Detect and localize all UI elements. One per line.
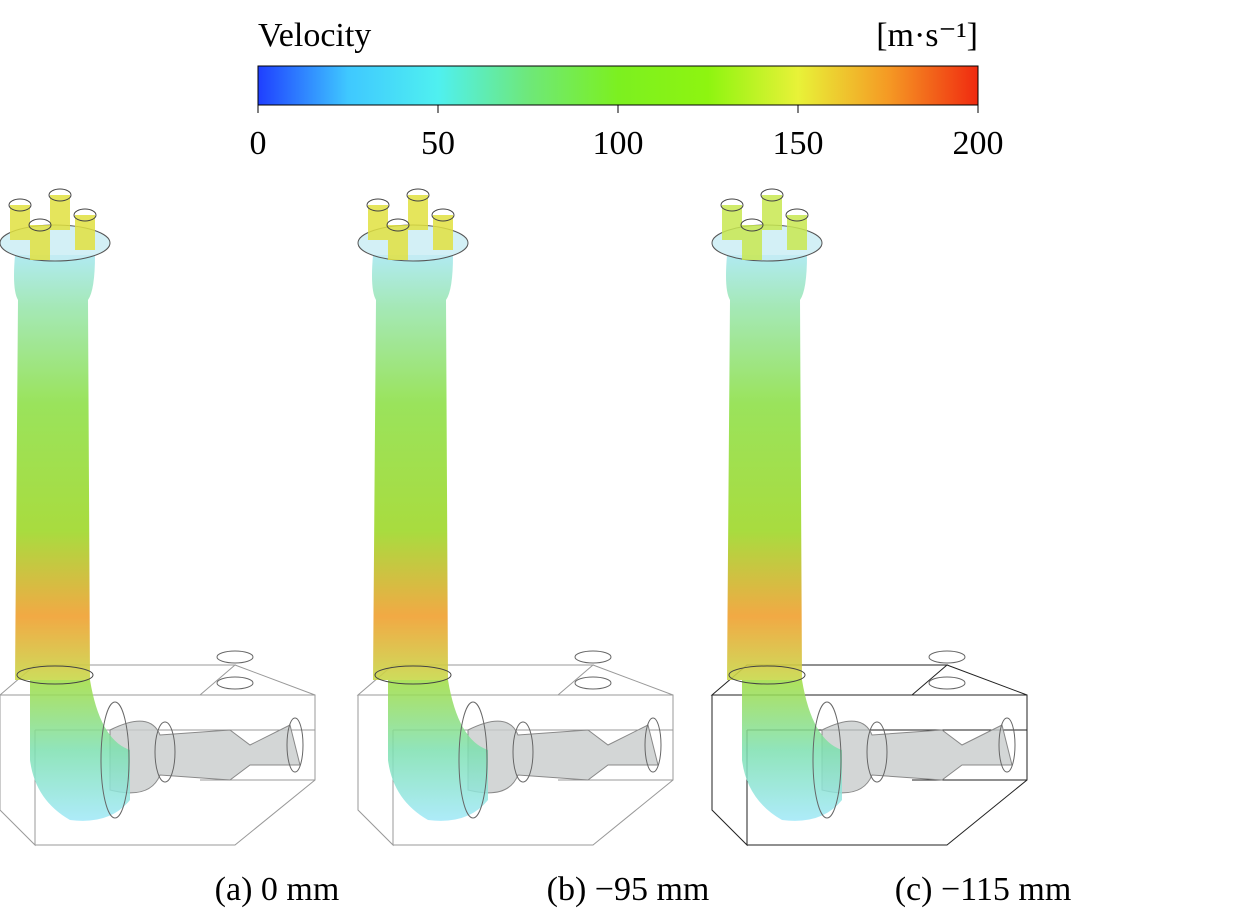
inlet-rim	[740, 218, 764, 232]
inlet-pipe	[787, 215, 807, 250]
inlet-rim	[48, 188, 72, 202]
nozzle	[821, 720, 1013, 794]
inlet-pipe	[722, 205, 742, 240]
inlet-rim	[720, 198, 744, 212]
colorbar	[257, 65, 979, 106]
inlet-pipe	[742, 225, 762, 260]
bend-outlet	[812, 701, 842, 819]
port	[216, 676, 254, 690]
inlet-rim	[386, 218, 410, 232]
column	[372, 255, 453, 680]
inlet-pipe	[388, 225, 408, 260]
inlet-pipe	[10, 205, 30, 240]
inlet-rim	[28, 218, 52, 232]
bend-outlet	[458, 701, 488, 819]
tick-label: 200	[953, 125, 1004, 162]
inlet-rim	[406, 188, 430, 202]
nozzle-end	[644, 717, 662, 773]
inlet-rim	[73, 208, 97, 222]
inlet-pipe	[50, 195, 70, 230]
column	[14, 255, 95, 680]
nozzle-end	[286, 717, 304, 773]
column	[726, 255, 807, 680]
inlet-pipe	[762, 195, 782, 230]
colorbar-title: Velocity	[258, 17, 371, 54]
column-ring	[728, 665, 806, 685]
panel-caption: (c) −115 mm	[895, 871, 1072, 908]
port	[216, 650, 254, 664]
panel	[356, 188, 674, 847]
bend-outlet	[100, 701, 130, 819]
inlet-rim	[760, 188, 784, 202]
port	[928, 650, 966, 664]
tick-label: 50	[421, 125, 455, 162]
nozzle-ring	[866, 721, 888, 783]
nozzle-end	[998, 717, 1016, 773]
port	[574, 676, 612, 690]
column-ring	[374, 665, 452, 685]
panel	[0, 188, 316, 847]
bend	[742, 680, 842, 821]
inlet-rim	[366, 198, 390, 212]
inlet-rim	[431, 208, 455, 222]
nozzle	[467, 720, 659, 794]
bend	[388, 680, 488, 821]
tick-label: 100	[593, 125, 644, 162]
nozzle	[109, 720, 301, 794]
panel-caption: (b) −95 mm	[547, 871, 710, 908]
inlet-pipe	[408, 195, 428, 230]
tick-label: 150	[773, 125, 824, 162]
bend	[30, 680, 130, 821]
colorbar-unit: [m·s⁻¹]	[876, 17, 978, 54]
tick-label: 0	[250, 125, 267, 162]
nozzle-ring	[512, 721, 534, 783]
inlet-pipe	[75, 215, 95, 250]
inlet-pipe	[433, 215, 453, 250]
box-outline	[0, 664, 316, 847]
nozzle-ring	[154, 721, 176, 783]
inlet-pipe	[30, 225, 50, 260]
box-outline	[710, 664, 1028, 847]
inlet-rim	[785, 208, 809, 222]
panel-caption: (a) 0 mm	[215, 871, 340, 908]
inlet-pipe	[368, 205, 388, 240]
panel	[710, 188, 1028, 847]
inlet-rim	[8, 198, 32, 212]
column-ring	[16, 665, 94, 685]
port	[928, 676, 966, 690]
box-outline	[356, 664, 674, 847]
port	[574, 650, 612, 664]
